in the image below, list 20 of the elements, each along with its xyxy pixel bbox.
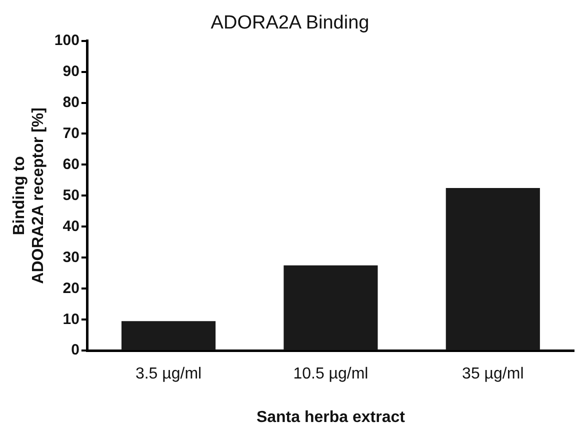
y-tick-label: 50 — [62, 186, 80, 204]
y-tick-label: 30 — [62, 248, 80, 266]
y-tick-label: 0 — [71, 342, 80, 359]
bar — [284, 265, 378, 350]
y-tick-label: 40 — [62, 218, 80, 235]
bar — [121, 321, 216, 350]
y-tick-label: 10 — [62, 310, 80, 328]
chart-title: ADORA2A Binding — [210, 12, 370, 34]
y-axis-title: Binding to ADORA2A receptor [%] — [11, 108, 48, 284]
y-tick-label: 20 — [62, 280, 80, 297]
x-axis-title: Santa herba extract — [256, 408, 406, 426]
bar — [446, 188, 540, 350]
y-tick-label: 90 — [62, 62, 80, 80]
y-tick-label: 60 — [62, 156, 80, 173]
x-tick-label: 3.5 µg/ml — [135, 366, 202, 383]
x-tick-label: 10.5 µg/ml — [293, 366, 368, 383]
x-tick-label: 35 µg/ml — [462, 366, 524, 383]
y-tick-label: 80 — [62, 94, 80, 111]
y-tick-label: 70 — [62, 124, 80, 142]
y-tick-label: 100 — [54, 32, 80, 49]
